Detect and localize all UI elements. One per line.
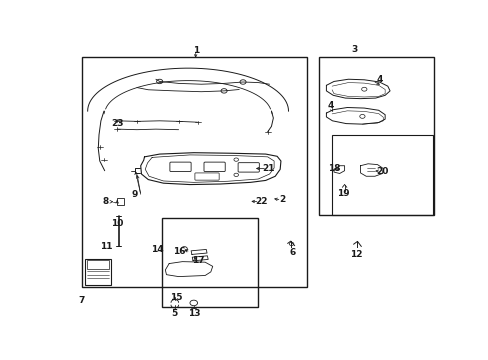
Text: 22: 22 [254,197,267,206]
Text: 5: 5 [171,309,178,318]
Text: 15: 15 [170,293,183,302]
Text: 21: 21 [262,164,274,173]
Text: 18: 18 [327,164,340,173]
Text: 8: 8 [102,197,109,206]
Text: 2: 2 [279,195,285,204]
Text: 3: 3 [351,45,357,54]
Bar [318,57,433,215]
Text: 1: 1 [192,46,199,55]
Text: 16: 16 [173,247,185,256]
Text: 12: 12 [349,250,362,259]
Text: 11: 11 [100,242,112,251]
Text: 4: 4 [327,101,333,110]
Bar [117,198,124,205]
Text: 10: 10 [111,220,123,229]
Text: 7: 7 [79,296,85,305]
Bar [82,57,307,287]
Text: 4: 4 [375,75,382,84]
Text: 20: 20 [376,167,388,176]
Text: 23: 23 [111,118,124,127]
Bar [87,260,109,269]
Bar [161,218,258,307]
Bar [85,259,111,285]
Bar [331,135,432,215]
Text: 17: 17 [192,256,204,265]
Text: 6: 6 [288,248,295,257]
Text: 9: 9 [132,190,138,199]
Text: 13: 13 [188,309,201,318]
Text: 19: 19 [336,189,349,198]
Text: 14: 14 [151,245,164,254]
